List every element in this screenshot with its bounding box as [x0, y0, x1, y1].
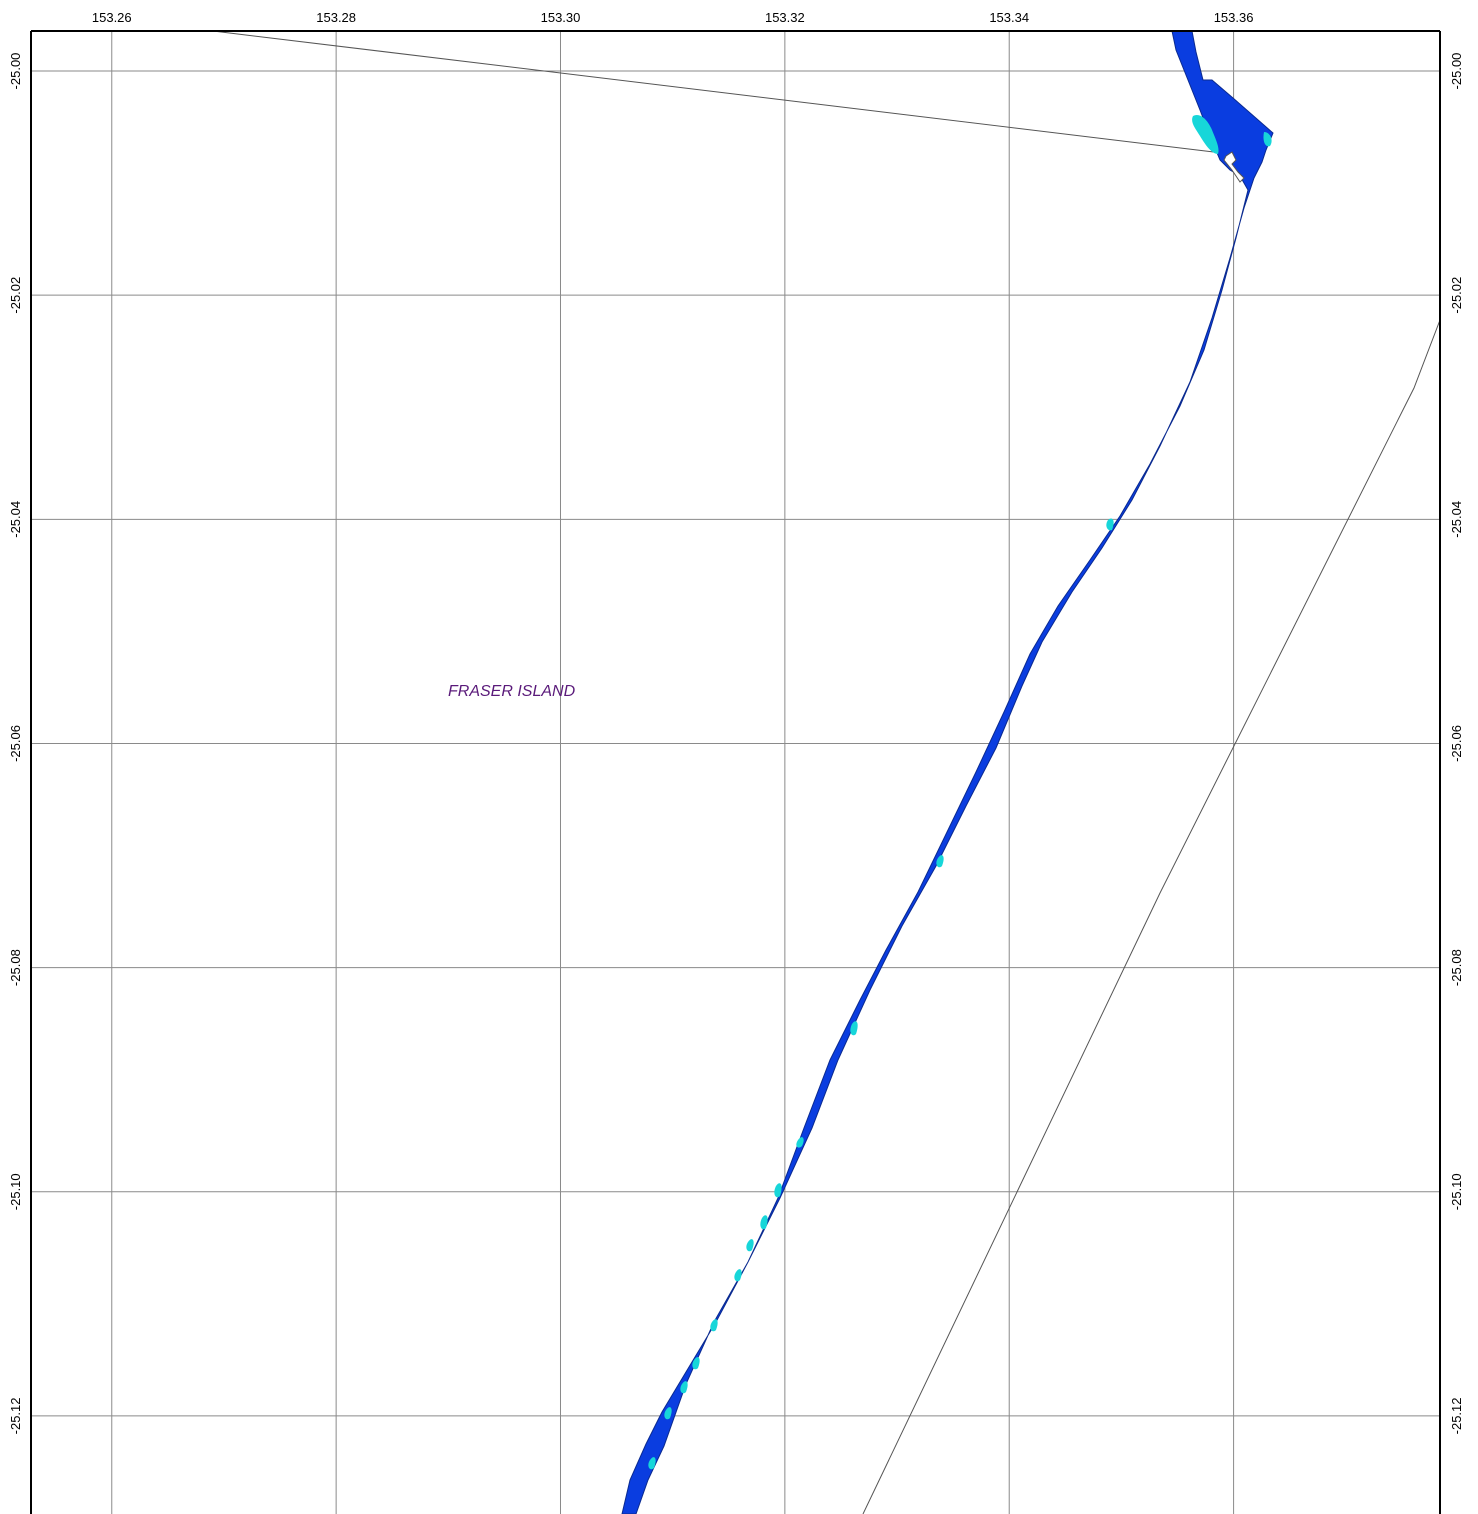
longitude-tick-label: 153.28	[316, 10, 356, 25]
shallow-area	[746, 1239, 754, 1252]
tick-labels: 153.26 153.28 153.30 153.32 153.34 153.36 -25.…	[8, 10, 1464, 1434]
longitude-tick-label: 153.32	[765, 10, 805, 25]
map-frame	[30, 30, 1441, 1514]
latitude-tick-label-left: -25.06	[8, 725, 23, 762]
latitude-tick-label-right: -25.04	[1449, 501, 1464, 538]
shallow-area	[1192, 114, 1219, 154]
boundary-line-north	[212, 31, 1223, 154]
latitude-tick-label-right: -25.12	[1449, 1397, 1464, 1434]
longitude-tick-label: 153.36	[1214, 10, 1254, 25]
longitude-tick-label: 153.34	[989, 10, 1029, 25]
latitude-tick-label-left: -25.12	[8, 1397, 23, 1434]
shallow-area	[710, 1319, 718, 1332]
latitude-tick-label-left: -25.02	[8, 277, 23, 314]
latitude-tick-label-left: -25.10	[8, 1173, 23, 1210]
shallow-area	[648, 1457, 656, 1470]
shallow-area	[760, 1215, 768, 1230]
longitude-tick-label: 153.26	[92, 10, 132, 25]
latitude-tick-label-right: -25.00	[1449, 53, 1464, 90]
longitude-tick-label: 153.30	[541, 10, 581, 25]
shoal-outline	[1223, 151, 1245, 183]
coordinate-grid	[31, 31, 1440, 1514]
shallow-area	[1106, 518, 1114, 531]
shallow-area	[850, 1021, 858, 1036]
shallow-area	[1263, 132, 1272, 147]
shallow-area	[774, 1183, 782, 1198]
shallow-area	[796, 1137, 804, 1148]
shallow-area	[664, 1407, 672, 1420]
place-label-fraser-island: FRASER ISLAND	[448, 683, 576, 700]
latitude-tick-label-left: -25.04	[8, 501, 23, 538]
shallow-area	[680, 1381, 688, 1394]
boundary-line-east	[862, 319, 1440, 1514]
channel-area	[621, 31, 1274, 1514]
shallow-area	[936, 855, 944, 868]
latitude-tick-label-left: -25.00	[8, 53, 23, 90]
latitude-tick-label-right: -25.02	[1449, 277, 1464, 314]
shallow-area	[734, 1269, 742, 1282]
latitude-tick-label-right: -25.06	[1449, 725, 1464, 762]
shallow-area	[692, 1357, 700, 1370]
latitude-tick-label-right: -25.10	[1449, 1173, 1464, 1210]
latitude-tick-label-left: -25.08	[8, 949, 23, 986]
latitude-tick-label-right: -25.08	[1449, 949, 1464, 986]
